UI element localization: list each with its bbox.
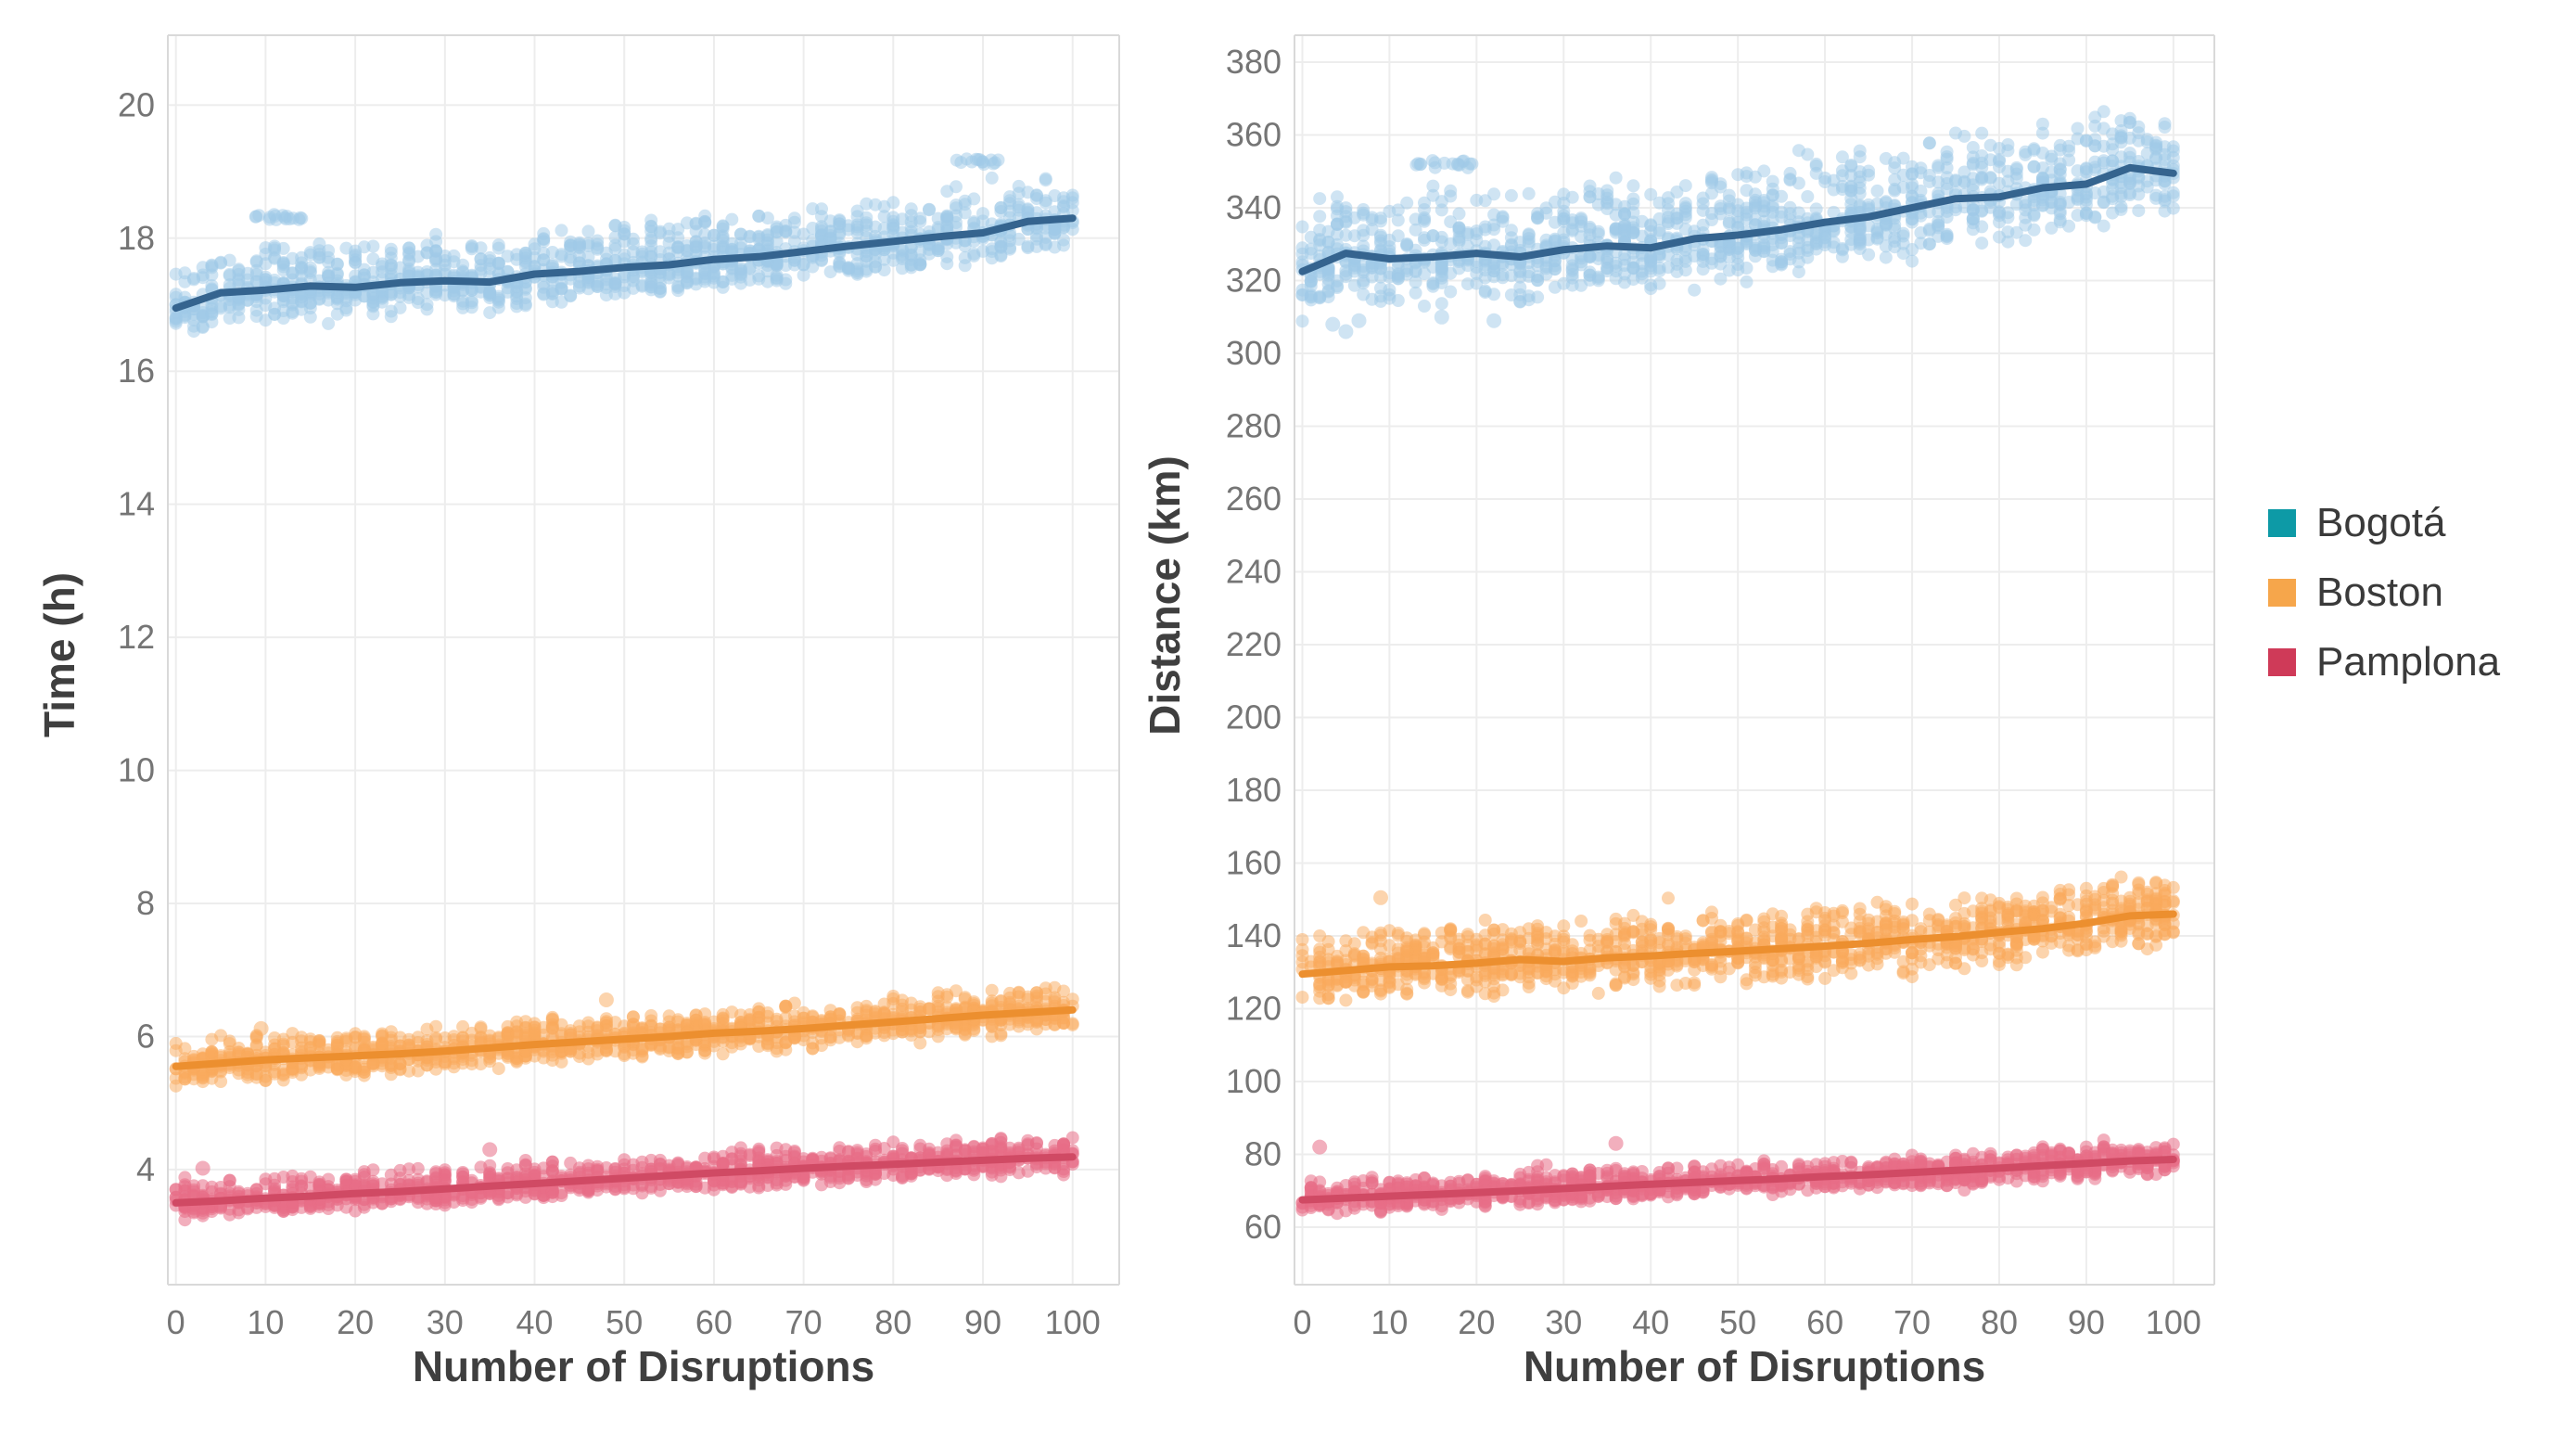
legend-label: Bogotá bbox=[2316, 499, 2446, 545]
svg-text:60: 60 bbox=[1806, 1303, 1843, 1341]
svg-text:60: 60 bbox=[1244, 1208, 1282, 1246]
svg-text:50: 50 bbox=[606, 1303, 643, 1341]
trend-line-pamplona bbox=[1298, 1156, 2177, 1204]
svg-text:80: 80 bbox=[1244, 1134, 1282, 1172]
svg-text:360: 360 bbox=[1226, 116, 1282, 154]
legend-label: Boston bbox=[2316, 569, 2443, 615]
svg-text:20: 20 bbox=[1458, 1303, 1495, 1341]
svg-text:20: 20 bbox=[337, 1303, 374, 1341]
svg-text:60: 60 bbox=[695, 1303, 733, 1341]
trend-line-pamplona bbox=[172, 1153, 1077, 1207]
legend-item-pamplona[interactable]: Pamplona bbox=[2268, 634, 2500, 689]
svg-text:70: 70 bbox=[785, 1303, 823, 1341]
svg-text:18: 18 bbox=[118, 219, 155, 257]
trend-line-boston bbox=[1298, 910, 2177, 979]
trend-line-bogotá bbox=[1298, 163, 2177, 275]
time-x-axis-title: Number of Disruptions bbox=[412, 1342, 875, 1390]
legend-label: Pamplona bbox=[2316, 638, 2501, 685]
time-y-axis-title: Time (h) bbox=[35, 571, 83, 738]
distance-chart-panel: 6080100120140160180200220240260280300320… bbox=[1226, 34, 2215, 1341]
svg-text:100: 100 bbox=[1045, 1303, 1101, 1341]
trend-line-boston bbox=[172, 1005, 1077, 1070]
svg-text:14: 14 bbox=[118, 485, 155, 523]
svg-text:6: 6 bbox=[136, 1017, 155, 1055]
svg-text:90: 90 bbox=[964, 1303, 1001, 1341]
svg-text:10: 10 bbox=[118, 751, 155, 789]
distance-x-axis-title: Number of Disruptions bbox=[1523, 1342, 1986, 1390]
svg-text:220: 220 bbox=[1226, 625, 1282, 663]
svg-text:340: 340 bbox=[1226, 188, 1282, 226]
svg-text:100: 100 bbox=[1226, 1062, 1282, 1100]
legend-item-bogota[interactable]: Bogotá bbox=[2268, 495, 2500, 550]
svg-text:200: 200 bbox=[1226, 698, 1282, 736]
svg-text:300: 300 bbox=[1226, 334, 1282, 372]
svg-text:140: 140 bbox=[1226, 916, 1282, 954]
svg-text:240: 240 bbox=[1226, 553, 1282, 591]
trend-line-bogotá bbox=[172, 214, 1077, 313]
legend-swatch-icon bbox=[2268, 508, 2296, 537]
svg-text:0: 0 bbox=[1293, 1303, 1311, 1341]
scatter-bogotá bbox=[169, 152, 1079, 339]
svg-text:20: 20 bbox=[118, 85, 155, 123]
tick-labels: 4 6 8 10 12 14 16 18 20 0 10 20 30 40 50 60 70 80 90 100 bbox=[118, 85, 1101, 1341]
svg-text:90: 90 bbox=[2068, 1303, 2105, 1341]
svg-text:260: 260 bbox=[1226, 480, 1282, 518]
svg-text:320: 320 bbox=[1226, 262, 1282, 300]
distance-y-axis-title: Distance (km) bbox=[1141, 455, 1189, 736]
svg-text:10: 10 bbox=[1371, 1303, 1408, 1341]
svg-text:0: 0 bbox=[167, 1303, 185, 1341]
svg-text:40: 40 bbox=[1632, 1303, 1669, 1341]
svg-text:4: 4 bbox=[136, 1150, 155, 1188]
svg-text:30: 30 bbox=[1545, 1303, 1582, 1341]
svg-text:10: 10 bbox=[247, 1303, 284, 1341]
legend: Bogotá Boston Pamplona bbox=[2268, 495, 2500, 689]
legend-swatch-icon bbox=[2268, 647, 2296, 676]
svg-text:120: 120 bbox=[1226, 989, 1282, 1027]
svg-text:12: 12 bbox=[118, 618, 155, 656]
scatter-bogotá bbox=[1295, 105, 2180, 339]
scatter-boston bbox=[1295, 870, 2180, 1007]
time-chart-panel: 4 6 8 10 12 14 16 18 20 0 10 20 30 40 50 60 70 80 90 100 bbox=[118, 34, 1120, 1341]
svg-text:50: 50 bbox=[1719, 1303, 1756, 1341]
panel-border bbox=[1294, 34, 2215, 1286]
svg-text:380: 380 bbox=[1226, 43, 1282, 81]
svg-text:16: 16 bbox=[118, 352, 155, 390]
svg-text:180: 180 bbox=[1226, 771, 1282, 809]
svg-text:8: 8 bbox=[136, 884, 155, 922]
svg-text:40: 40 bbox=[516, 1303, 553, 1341]
panel-border bbox=[167, 34, 1120, 1286]
legend-item-boston[interactable]: Boston bbox=[2268, 565, 2500, 620]
svg-text:80: 80 bbox=[874, 1303, 912, 1341]
svg-text:100: 100 bbox=[2146, 1303, 2201, 1341]
svg-text:70: 70 bbox=[1894, 1303, 1931, 1341]
svg-text:160: 160 bbox=[1226, 844, 1282, 882]
tick-labels: 6080100120140160180200220240260280300320… bbox=[1226, 43, 2201, 1341]
svg-text:280: 280 bbox=[1226, 407, 1282, 445]
svg-text:80: 80 bbox=[1981, 1303, 2018, 1341]
svg-text:30: 30 bbox=[427, 1303, 464, 1341]
legend-swatch-icon bbox=[2268, 578, 2296, 607]
